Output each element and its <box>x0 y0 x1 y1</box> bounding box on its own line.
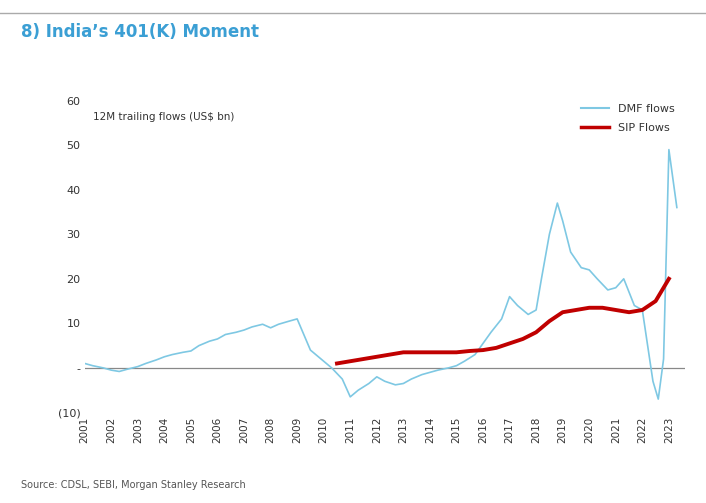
Text: 12M trailing flows (US$ bn): 12M trailing flows (US$ bn) <box>92 112 234 122</box>
Text: 8) India’s 401(K) Moment: 8) India’s 401(K) Moment <box>21 23 259 41</box>
Legend: DMF flows, SIP Flows: DMF flows, SIP Flows <box>577 100 679 138</box>
Text: Source: CDSL, SEBI, Morgan Stanley Research: Source: CDSL, SEBI, Morgan Stanley Resea… <box>21 480 246 490</box>
